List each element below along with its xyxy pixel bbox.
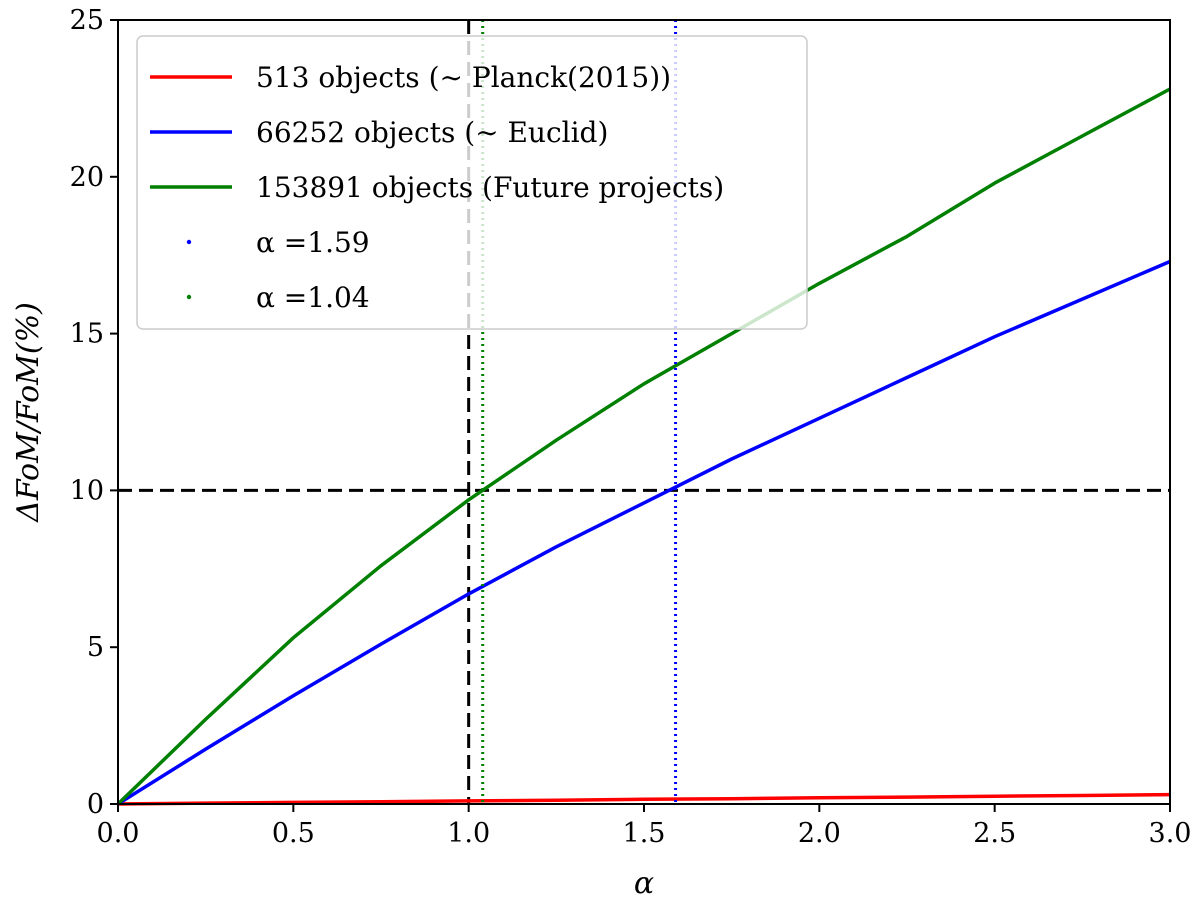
legend: 513 objects (∼ Planck(2015)) 66252 object…	[136, 35, 808, 330]
legend-box	[136, 35, 808, 330]
legend-label-1: 66252 objects (∼ Euclid)	[256, 116, 608, 149]
legend-label-0: 513 objects (∼ Planck(2015))	[256, 61, 671, 94]
axis-ticks: 0.0 0.5 1.0 1.5 2.0 2.5 3.0 0 5 10 15 20 25	[70, 5, 1192, 849]
x-tick-label: 3.0	[1149, 818, 1192, 849]
x-tick-label: 0.0	[97, 818, 140, 849]
y-tick-label: 10	[70, 475, 104, 506]
x-tick-label: 0.5	[272, 818, 315, 849]
y-axis-title: ΔFoM/FoM(%)	[11, 302, 46, 523]
legend-label-4: α =1.04	[256, 281, 370, 314]
x-tick-label: 1.0	[447, 818, 490, 849]
x-tick-label: 1.5	[623, 818, 666, 849]
y-tick-label: 20	[70, 162, 104, 193]
legend-marker-3	[186, 239, 192, 245]
x-tick-label: 2.0	[798, 818, 841, 849]
series-0-line	[117, 792, 1171, 806]
x-tick-label: 2.5	[973, 818, 1016, 849]
y-tick-label: 15	[70, 319, 104, 350]
series-2-line	[116, 87, 1171, 806]
y-tick-label: 0	[87, 789, 104, 820]
series-1-line	[117, 259, 1171, 806]
x-axis-title: α	[634, 866, 654, 901]
chart-marks	[116, 20, 1171, 806]
y-tick-label: 5	[87, 632, 104, 663]
legend-marker-4	[186, 294, 192, 300]
legend-label-3: α =1.59	[256, 226, 370, 259]
legend-label-2: 153891 objects (Future projects)	[256, 171, 724, 204]
y-tick-label: 25	[70, 5, 104, 36]
